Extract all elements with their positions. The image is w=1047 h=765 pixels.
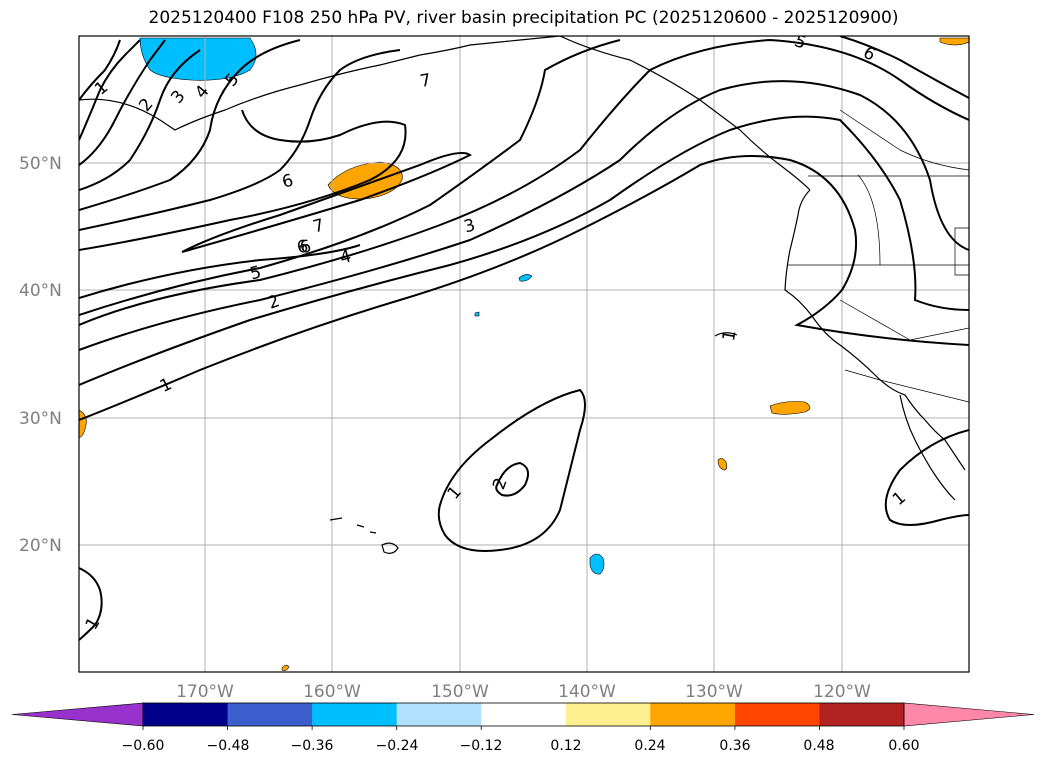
colorbar-label: 0.24 <box>634 738 665 754</box>
map-content: 1 2 3 4 5 6 7 6 7 6 5 4 3 2 1 1 2 1 1 1 <box>79 36 969 672</box>
colorbar-extend-min <box>11 702 144 727</box>
colorbar-label: 0.36 <box>719 738 750 754</box>
lat-label: 20°N <box>19 536 62 556</box>
colorbar-outline <box>142 702 905 727</box>
colorbar-swatch <box>565 703 651 726</box>
shade-positive-small <box>717 458 727 471</box>
contour-label: 6 <box>295 236 311 258</box>
colorbar-swatch <box>819 703 905 726</box>
pv-contours <box>79 36 969 641</box>
lat-label: 50°N <box>19 154 62 174</box>
contour-label: 1 <box>719 329 741 343</box>
colorbar-label: 0.60 <box>888 738 919 754</box>
colorbar-extend-max <box>903 702 1035 727</box>
colorbar-swatch <box>312 703 398 726</box>
colorbar-swatch <box>734 703 820 726</box>
colorbar-label: −0.24 <box>376 738 419 754</box>
colorbar-label: 0.12 <box>550 738 581 754</box>
contour-label: 6 <box>280 171 296 193</box>
colorbar-labels: −0.60 −0.48 −0.36 −0.24 −0.12 0.12 0.24 … <box>122 738 920 754</box>
contour-label: 6 <box>298 236 314 258</box>
lon-label: 160°W <box>303 682 361 702</box>
lon-label: 140°W <box>558 682 616 702</box>
colorbar-swatch <box>143 703 229 726</box>
colorbar-swatch <box>227 703 313 726</box>
colorbar-label: −0.12 <box>460 738 503 754</box>
colorbar-label: −0.48 <box>207 738 250 754</box>
lon-label: 150°W <box>431 682 489 702</box>
contour-label: 7 <box>311 215 327 237</box>
contour-label: 3 <box>462 215 478 237</box>
shade-positive-bottom <box>281 664 290 671</box>
lat-label: 30°N <box>19 409 62 429</box>
lat-label: 40°N <box>19 281 62 301</box>
colorbar-label: 0.48 <box>803 738 834 754</box>
lon-label: 170°W <box>176 682 234 702</box>
lat-labels: 50°N 40°N 30°N 20°N <box>19 154 62 556</box>
shade-negative-alaska <box>139 37 257 81</box>
shade-negative-small-b <box>474 311 480 317</box>
colorbar-swatch <box>481 703 567 726</box>
figure-title: 2025120400 F108 250 hPa PV, river basin … <box>148 8 899 28</box>
colorbar-label: −0.36 <box>291 738 334 754</box>
shade-negative-hawaii-east <box>589 553 605 575</box>
colorbar-swatch <box>650 703 736 726</box>
contour-label: 7 <box>419 70 433 92</box>
map-background <box>79 36 969 672</box>
map-frame <box>78 35 970 673</box>
lon-label: 120°W <box>813 682 871 702</box>
lon-label: 130°W <box>685 682 743 702</box>
colorbar: −0.60 −0.48 −0.36 −0.24 −0.12 0.12 0.24 … <box>11 702 1035 754</box>
coastlines <box>79 36 966 554</box>
shade-negative-small-a <box>518 274 533 282</box>
colorbar-swatch <box>396 703 482 726</box>
contour-label: 5 <box>248 262 264 284</box>
colorbar-label: −0.60 <box>122 738 165 754</box>
contour-label: 4 <box>338 246 354 268</box>
lon-labels: 170°W 160°W 150°W 140°W 130°W 120°W <box>176 682 871 702</box>
shade-positive-baja <box>769 401 811 415</box>
